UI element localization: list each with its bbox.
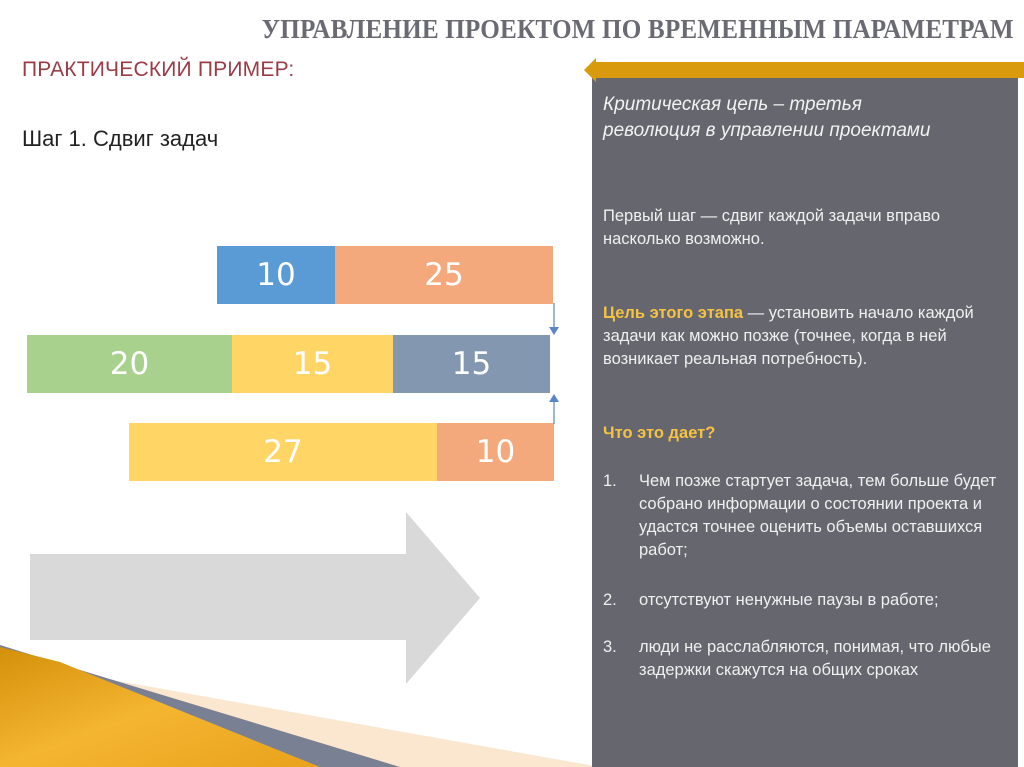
slide-title: УПРАВЛЕНИЕ ПРОЕКТОМ ПО ВРЕМЕННЫМ ПАРАМЕТ…	[261, 14, 1014, 44]
benefits-heading: Что это дает?	[603, 424, 716, 442]
decorative-corner-stripes	[0, 645, 600, 767]
connector-up-arrow-icon	[549, 394, 559, 424]
panel-paragraph-first-step: Первый шаг — сдвиг каждой задачи вправо …	[603, 207, 940, 248]
slide-subtitle: ПРАКТИЧЕСКИЙ ПРИМЕР:	[22, 58, 295, 81]
info-panel	[592, 72, 1018, 767]
task-segment: 10	[217, 246, 335, 304]
task-segment: 25	[335, 246, 553, 304]
list-text: отсутствуют ненужные паузы в работе;	[639, 591, 939, 609]
connector-down-arrow-icon	[549, 303, 559, 335]
list-number: 1.	[603, 472, 617, 490]
panel-paragraph-goal: Цель этого этапа — установить начало каж…	[603, 302, 1015, 371]
task-segment: 27	[129, 423, 437, 481]
list-text: Чем позже стартует задача, тем больше бу…	[639, 472, 997, 559]
right-arrow-icon	[30, 512, 480, 684]
list-number: 2.	[603, 591, 617, 609]
chain-1: 10 25	[217, 246, 553, 304]
step-heading: Шаг 1. Сдвиг задач	[22, 126, 219, 151]
chain-2: 20 15 15	[27, 335, 550, 393]
panel-heading-line1: Критическая цепь – третья	[603, 94, 862, 115]
task-segment: 20	[27, 335, 232, 393]
list-text: люди не расслабляются, понимая, что любы…	[639, 638, 991, 679]
task-segment: 10	[437, 423, 554, 481]
panel-heading-line2: революция в управлении проектами	[603, 120, 931, 141]
left-arrow-icon	[584, 58, 1024, 82]
panel-heading: Критическая цепь – третья революция в уп…	[603, 92, 1013, 144]
goal-text: — установить начало каждой задачи как мо…	[603, 304, 974, 368]
chain-3: 27 10	[129, 423, 554, 481]
goal-highlight: Цель этого этапа	[603, 304, 744, 322]
task-segment: 15	[232, 335, 393, 393]
task-segment: 15	[393, 335, 550, 393]
list-number: 3.	[603, 638, 617, 656]
